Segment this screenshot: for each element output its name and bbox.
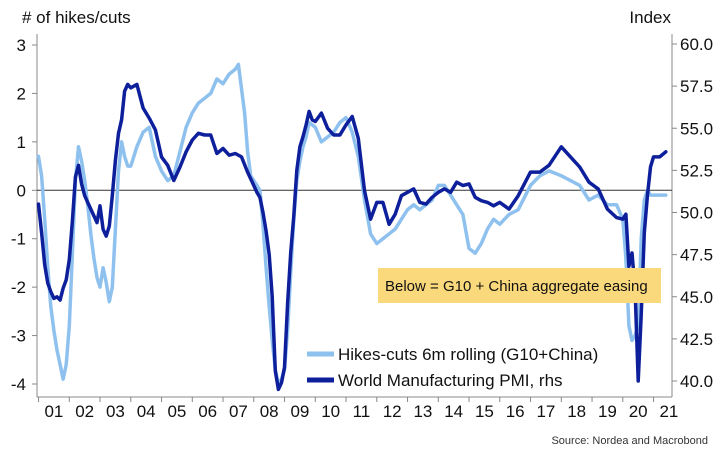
x-tick-label: 12: [383, 402, 402, 421]
annotation-box: [378, 268, 661, 303]
right-tick-label: 40.0: [680, 372, 713, 391]
left-tick-label: -4: [11, 375, 26, 394]
left-axis-ticks: 3 2 1 0 -1 -2 -3 -4: [11, 36, 37, 394]
right-axis-ticks: 60.0 57.5 55.0 52.5 50.0 47.5 45.0 42.5 40.0: [672, 35, 713, 391]
x-tick-label: 02: [75, 402, 94, 421]
left-tick-label: 3: [17, 36, 26, 55]
right-axis-title: Index: [629, 8, 671, 27]
source-note: Source: Nordea and Macrobond: [551, 435, 708, 447]
right-tick-label: 50.0: [680, 204, 713, 223]
right-tick-label: 45.0: [680, 288, 713, 307]
x-tick-label: 14: [444, 402, 463, 421]
x-tick-label: 17: [536, 402, 555, 421]
left-tick-label: 2: [17, 84, 26, 103]
annotation-text: Below = G10 + China aggregate easing: [385, 278, 648, 295]
x-tick-label: 16: [506, 402, 525, 421]
left-tick-label: -2: [11, 278, 26, 297]
x-tick-label: 01: [44, 402, 63, 421]
right-tick-label: 52.5: [680, 161, 713, 180]
left-tick-label: 1: [17, 133, 26, 152]
x-tick-label: 10: [321, 402, 340, 421]
x-tick-label: 21: [659, 402, 678, 421]
x-tick-label: 18: [567, 402, 586, 421]
right-tick-label: 55.0: [680, 119, 713, 138]
series-layer: [36, 62, 668, 392]
right-tick-label: 60.0: [680, 35, 713, 54]
left-tick-label: -3: [11, 327, 26, 346]
x-tick-label: 19: [598, 402, 617, 421]
x-tick-label: 15: [475, 402, 494, 421]
legend: Hikes-cuts 6m rolling (G10+China) World …: [307, 345, 598, 390]
x-axis-ticks: 01 02 03 04 05 06 07 08 09 10 11 12 13 14 15 16 17 18 19 20…: [38, 397, 678, 421]
series-line-pmi: [36, 82, 668, 392]
x-tick-label: 03: [106, 402, 125, 421]
x-tick-label: 09: [290, 402, 309, 421]
legend-label-hikes-cuts: Hikes-cuts 6m rolling (G10+China): [338, 345, 598, 364]
x-tick-label: 08: [260, 402, 279, 421]
left-axis-title: # of hikes/cuts: [22, 8, 131, 27]
x-tick-label: 13: [413, 402, 432, 421]
x-tick-label: 20: [629, 402, 648, 421]
right-tick-label: 42.5: [680, 330, 713, 349]
left-tick-label: 0: [17, 181, 26, 200]
x-tick-label: 04: [137, 402, 156, 421]
left-tick-label: -1: [11, 230, 26, 249]
series-line-hikes-cuts: [36, 62, 668, 386]
right-tick-label: 47.5: [680, 246, 713, 265]
x-tick-label: 06: [198, 402, 217, 421]
x-tick-label: 05: [167, 402, 186, 421]
legend-label-pmi: World Manufacturing PMI, rhs: [338, 371, 563, 390]
right-tick-label: 57.5: [680, 77, 713, 96]
x-tick-label: 07: [229, 402, 248, 421]
x-tick-label: 11: [353, 402, 371, 421]
